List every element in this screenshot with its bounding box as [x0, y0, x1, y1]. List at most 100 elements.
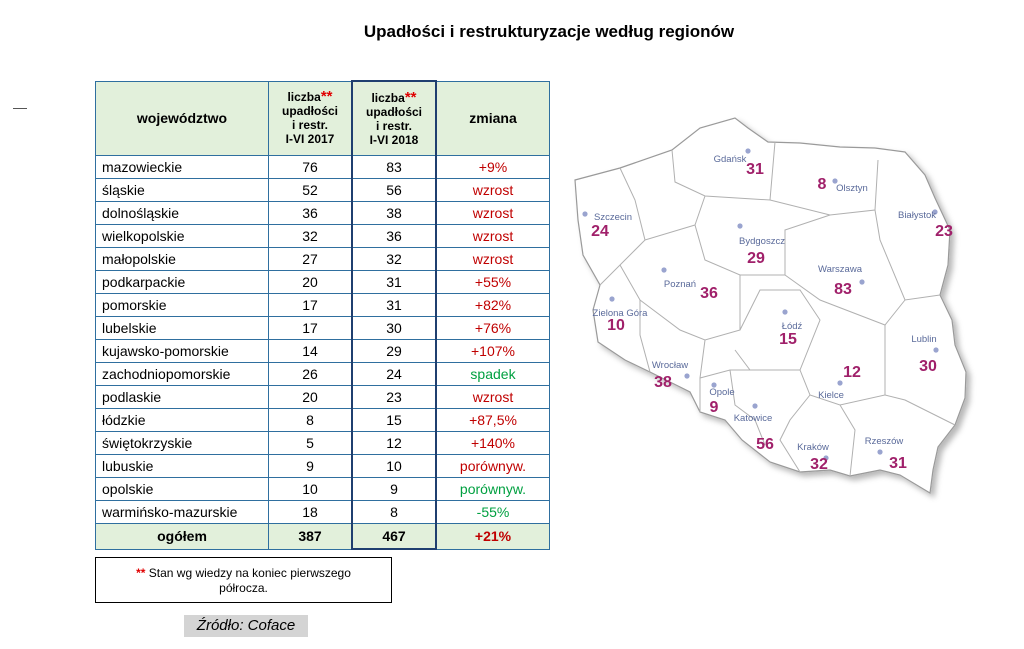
header-2017-stars: **	[320, 88, 333, 106]
cell-region: śląskie	[95, 178, 269, 202]
table-body: mazowieckie 76 83 +9% śląskie 52 56 wzrost dolno…	[95, 155, 550, 524]
cell-region: pomorskie	[95, 293, 269, 317]
table-row: kujawsko-pomorskie 14 29 +107%	[95, 339, 550, 363]
total-2017: 387	[268, 523, 353, 550]
cell-region: warmińsko-mazurskie	[95, 500, 269, 524]
cell-change: wzrost	[435, 178, 550, 202]
source-label: Źródło: Coface	[184, 615, 308, 637]
cell-change: spadek	[435, 362, 550, 386]
cell-2017: 9	[268, 454, 353, 478]
header-2017-line1: liczba	[287, 90, 321, 105]
table-row: lubelskie 17 30 +76%	[95, 316, 550, 340]
table-row: śląskie 52 56 wzrost	[95, 178, 550, 202]
city-label-zielona-góra: Zielona Góra	[593, 308, 649, 319]
region-value-lublin: 30	[919, 358, 937, 375]
footnote-stars: **	[136, 566, 146, 580]
cell-2018: 23	[351, 385, 437, 409]
cell-change: porównyw.	[435, 454, 550, 478]
table-row: podlaskie 20 23 wzrost	[95, 385, 550, 409]
header-2018-line1: liczba	[371, 90, 405, 105]
region-value-bydgoszcz: 29	[747, 250, 765, 267]
region-value-łódź: 15	[779, 331, 797, 348]
cell-2018: 32	[351, 247, 437, 271]
header-region: województwo	[95, 80, 269, 156]
cell-region: wielkopolskie	[95, 224, 269, 248]
region-value-gdańsk: 31	[746, 161, 764, 178]
city-dot-katowice	[752, 403, 758, 409]
cell-region: kujawsko-pomorskie	[95, 339, 269, 363]
city-label-gdańsk: Gdańsk	[714, 154, 747, 165]
cell-2018: 83	[351, 155, 437, 179]
region-value-poznań: 36	[700, 285, 718, 302]
region-value-szczecin: 24	[591, 223, 609, 240]
cell-region: małopolskie	[95, 247, 269, 271]
region-value-opole: 9	[710, 399, 719, 416]
header-2018: liczba** upadłości i restr. I-VI 2018	[351, 80, 437, 156]
city-label-łódź: Łódź	[782, 321, 803, 332]
cell-change: +82%	[435, 293, 550, 317]
cell-change: -55%	[435, 500, 550, 524]
header-2018-stars: **	[404, 88, 417, 106]
city-dot-szczecin	[582, 211, 588, 217]
city-label-kraków: Kraków	[797, 442, 829, 453]
cell-2017: 18	[268, 500, 353, 524]
cell-change: +9%	[435, 155, 550, 179]
cell-2017: 5	[268, 431, 353, 455]
cell-2018: 36	[351, 224, 437, 248]
header-2018-line2: upadłości	[365, 104, 422, 119]
region-borders	[599, 141, 956, 477]
city-labels: Gdańsk Olsztyn Szczecin Białystok Bydgoszcz P…	[593, 154, 937, 453]
city-dot-warszawa	[859, 279, 865, 285]
city-dot-poznań	[661, 267, 667, 273]
total-change: +21%	[435, 523, 550, 550]
region-values: 31 8 24 23 29 36 83 10 15 30 38 9 12 56 32 31	[591, 161, 953, 473]
cell-region: zachodniopomorskie	[95, 362, 269, 386]
cell-change: wzrost	[435, 247, 550, 271]
city-dots	[582, 148, 939, 461]
table-row: dolnośląskie 36 38 wzrost	[95, 201, 550, 225]
cell-change: porównyw.	[435, 477, 550, 501]
city-dot-wrocław	[684, 373, 690, 379]
region-value-kielce: 12	[843, 364, 861, 381]
city-label-poznań: Poznań	[664, 279, 696, 290]
cell-region: lubelskie	[95, 316, 269, 340]
table-row: opolskie 10 9 porównyw.	[95, 477, 550, 501]
city-label-olsztyn: Olsztyn	[836, 183, 868, 194]
header-2018-line3: i restr.	[375, 118, 413, 133]
table-row: zachodniopomorskie 26 24 spadek	[95, 362, 550, 386]
header-change: zmiana	[435, 80, 550, 156]
city-label-opole: Opole	[709, 387, 734, 398]
header-2017-line4: I-VI 2017	[285, 132, 335, 147]
cell-2017: 10	[268, 477, 353, 501]
city-label-kielce: Kielce	[818, 390, 844, 401]
cell-2018: 29	[351, 339, 437, 363]
city-dot-białystok	[932, 209, 938, 215]
table-row: małopolskie 27 32 wzrost	[95, 247, 550, 271]
cell-change: wzrost	[435, 224, 550, 248]
footnote-text: Stan wg wiedzy na koniec pierwszego półr…	[148, 566, 351, 595]
header-2017-line2: upadłości	[281, 104, 338, 119]
table-row: łódzkie 8 15 +87,5%	[95, 408, 550, 432]
cell-2018: 31	[351, 270, 437, 294]
total-2018: 467	[351, 523, 437, 550]
region-value-warszawa: 83	[834, 281, 852, 298]
city-label-szczecin: Szczecin	[594, 212, 632, 223]
header-2017-line3: i restr.	[291, 118, 329, 133]
cell-region: opolskie	[95, 477, 269, 501]
table-total-row: ogółem 387 467 +21%	[95, 523, 550, 550]
table-header-row: województwo liczba** upadłości i restr. …	[95, 80, 550, 156]
city-dot-rzeszów	[877, 449, 883, 455]
city-dot-kraków	[823, 455, 829, 461]
region-value-katowice: 56	[756, 436, 774, 453]
city-label-katowice: Katowice	[734, 413, 773, 424]
cell-2018: 30	[351, 316, 437, 340]
city-dot-łódź	[782, 309, 788, 315]
cell-2017: 52	[268, 178, 353, 202]
header-2018-line4: I-VI 2018	[369, 132, 419, 147]
city-label-białystok: Białystok	[898, 210, 936, 221]
city-dot-zielona-góra	[609, 296, 615, 302]
city-label-warszawa: Warszawa	[818, 264, 863, 275]
cell-2018: 56	[351, 178, 437, 202]
table-row: wielkopolskie 32 36 wzrost	[95, 224, 550, 248]
